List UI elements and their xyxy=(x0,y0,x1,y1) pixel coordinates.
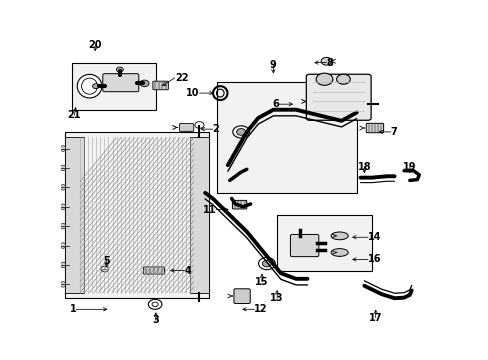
Ellipse shape xyxy=(60,165,66,171)
FancyBboxPatch shape xyxy=(232,201,246,209)
Ellipse shape xyxy=(60,282,66,287)
Circle shape xyxy=(152,302,158,306)
Text: 5: 5 xyxy=(103,256,110,266)
Text: 19: 19 xyxy=(402,162,416,172)
Ellipse shape xyxy=(60,204,66,210)
Circle shape xyxy=(101,266,108,272)
Text: 4: 4 xyxy=(184,266,191,275)
Circle shape xyxy=(336,74,349,84)
Text: 8: 8 xyxy=(326,58,333,68)
Circle shape xyxy=(236,129,245,135)
Circle shape xyxy=(258,257,275,270)
Text: 15: 15 xyxy=(255,276,268,287)
Ellipse shape xyxy=(60,185,66,190)
Text: 21: 21 xyxy=(67,110,81,120)
Circle shape xyxy=(195,122,203,128)
Circle shape xyxy=(140,80,149,87)
Circle shape xyxy=(92,84,99,89)
FancyBboxPatch shape xyxy=(153,81,168,90)
Bar xyxy=(65,138,84,293)
Ellipse shape xyxy=(330,232,347,240)
Ellipse shape xyxy=(60,223,66,229)
Bar xyxy=(277,215,371,270)
Ellipse shape xyxy=(60,146,66,151)
Text: 13: 13 xyxy=(270,293,284,303)
Text: 2: 2 xyxy=(212,124,219,134)
Bar xyxy=(65,132,208,298)
Bar xyxy=(189,138,208,293)
FancyBboxPatch shape xyxy=(366,123,383,133)
Ellipse shape xyxy=(81,78,97,94)
Ellipse shape xyxy=(330,249,347,256)
Text: 3: 3 xyxy=(152,315,159,325)
FancyBboxPatch shape xyxy=(233,289,250,303)
Text: 17: 17 xyxy=(368,312,382,323)
FancyBboxPatch shape xyxy=(143,267,164,274)
Circle shape xyxy=(116,67,123,72)
Ellipse shape xyxy=(60,262,66,268)
Circle shape xyxy=(262,260,271,267)
Text: 10: 10 xyxy=(185,88,199,98)
Text: 1: 1 xyxy=(69,304,76,314)
Text: 6: 6 xyxy=(272,99,279,109)
FancyBboxPatch shape xyxy=(305,74,370,120)
Bar xyxy=(72,63,156,110)
Circle shape xyxy=(321,57,331,65)
Text: 9: 9 xyxy=(269,60,276,70)
Text: 20: 20 xyxy=(88,40,102,50)
Text: 18: 18 xyxy=(357,162,370,172)
Circle shape xyxy=(148,299,162,309)
Bar xyxy=(216,82,356,193)
Circle shape xyxy=(316,73,332,85)
Text: 16: 16 xyxy=(367,255,381,264)
Ellipse shape xyxy=(77,75,102,98)
Text: 7: 7 xyxy=(390,127,397,137)
Ellipse shape xyxy=(60,243,66,248)
FancyBboxPatch shape xyxy=(179,123,193,131)
Text: 14: 14 xyxy=(367,232,381,242)
FancyBboxPatch shape xyxy=(290,234,318,257)
FancyBboxPatch shape xyxy=(102,74,139,92)
Text: 12: 12 xyxy=(254,304,267,314)
Text: 11: 11 xyxy=(203,204,216,215)
Text: 22: 22 xyxy=(175,73,188,83)
